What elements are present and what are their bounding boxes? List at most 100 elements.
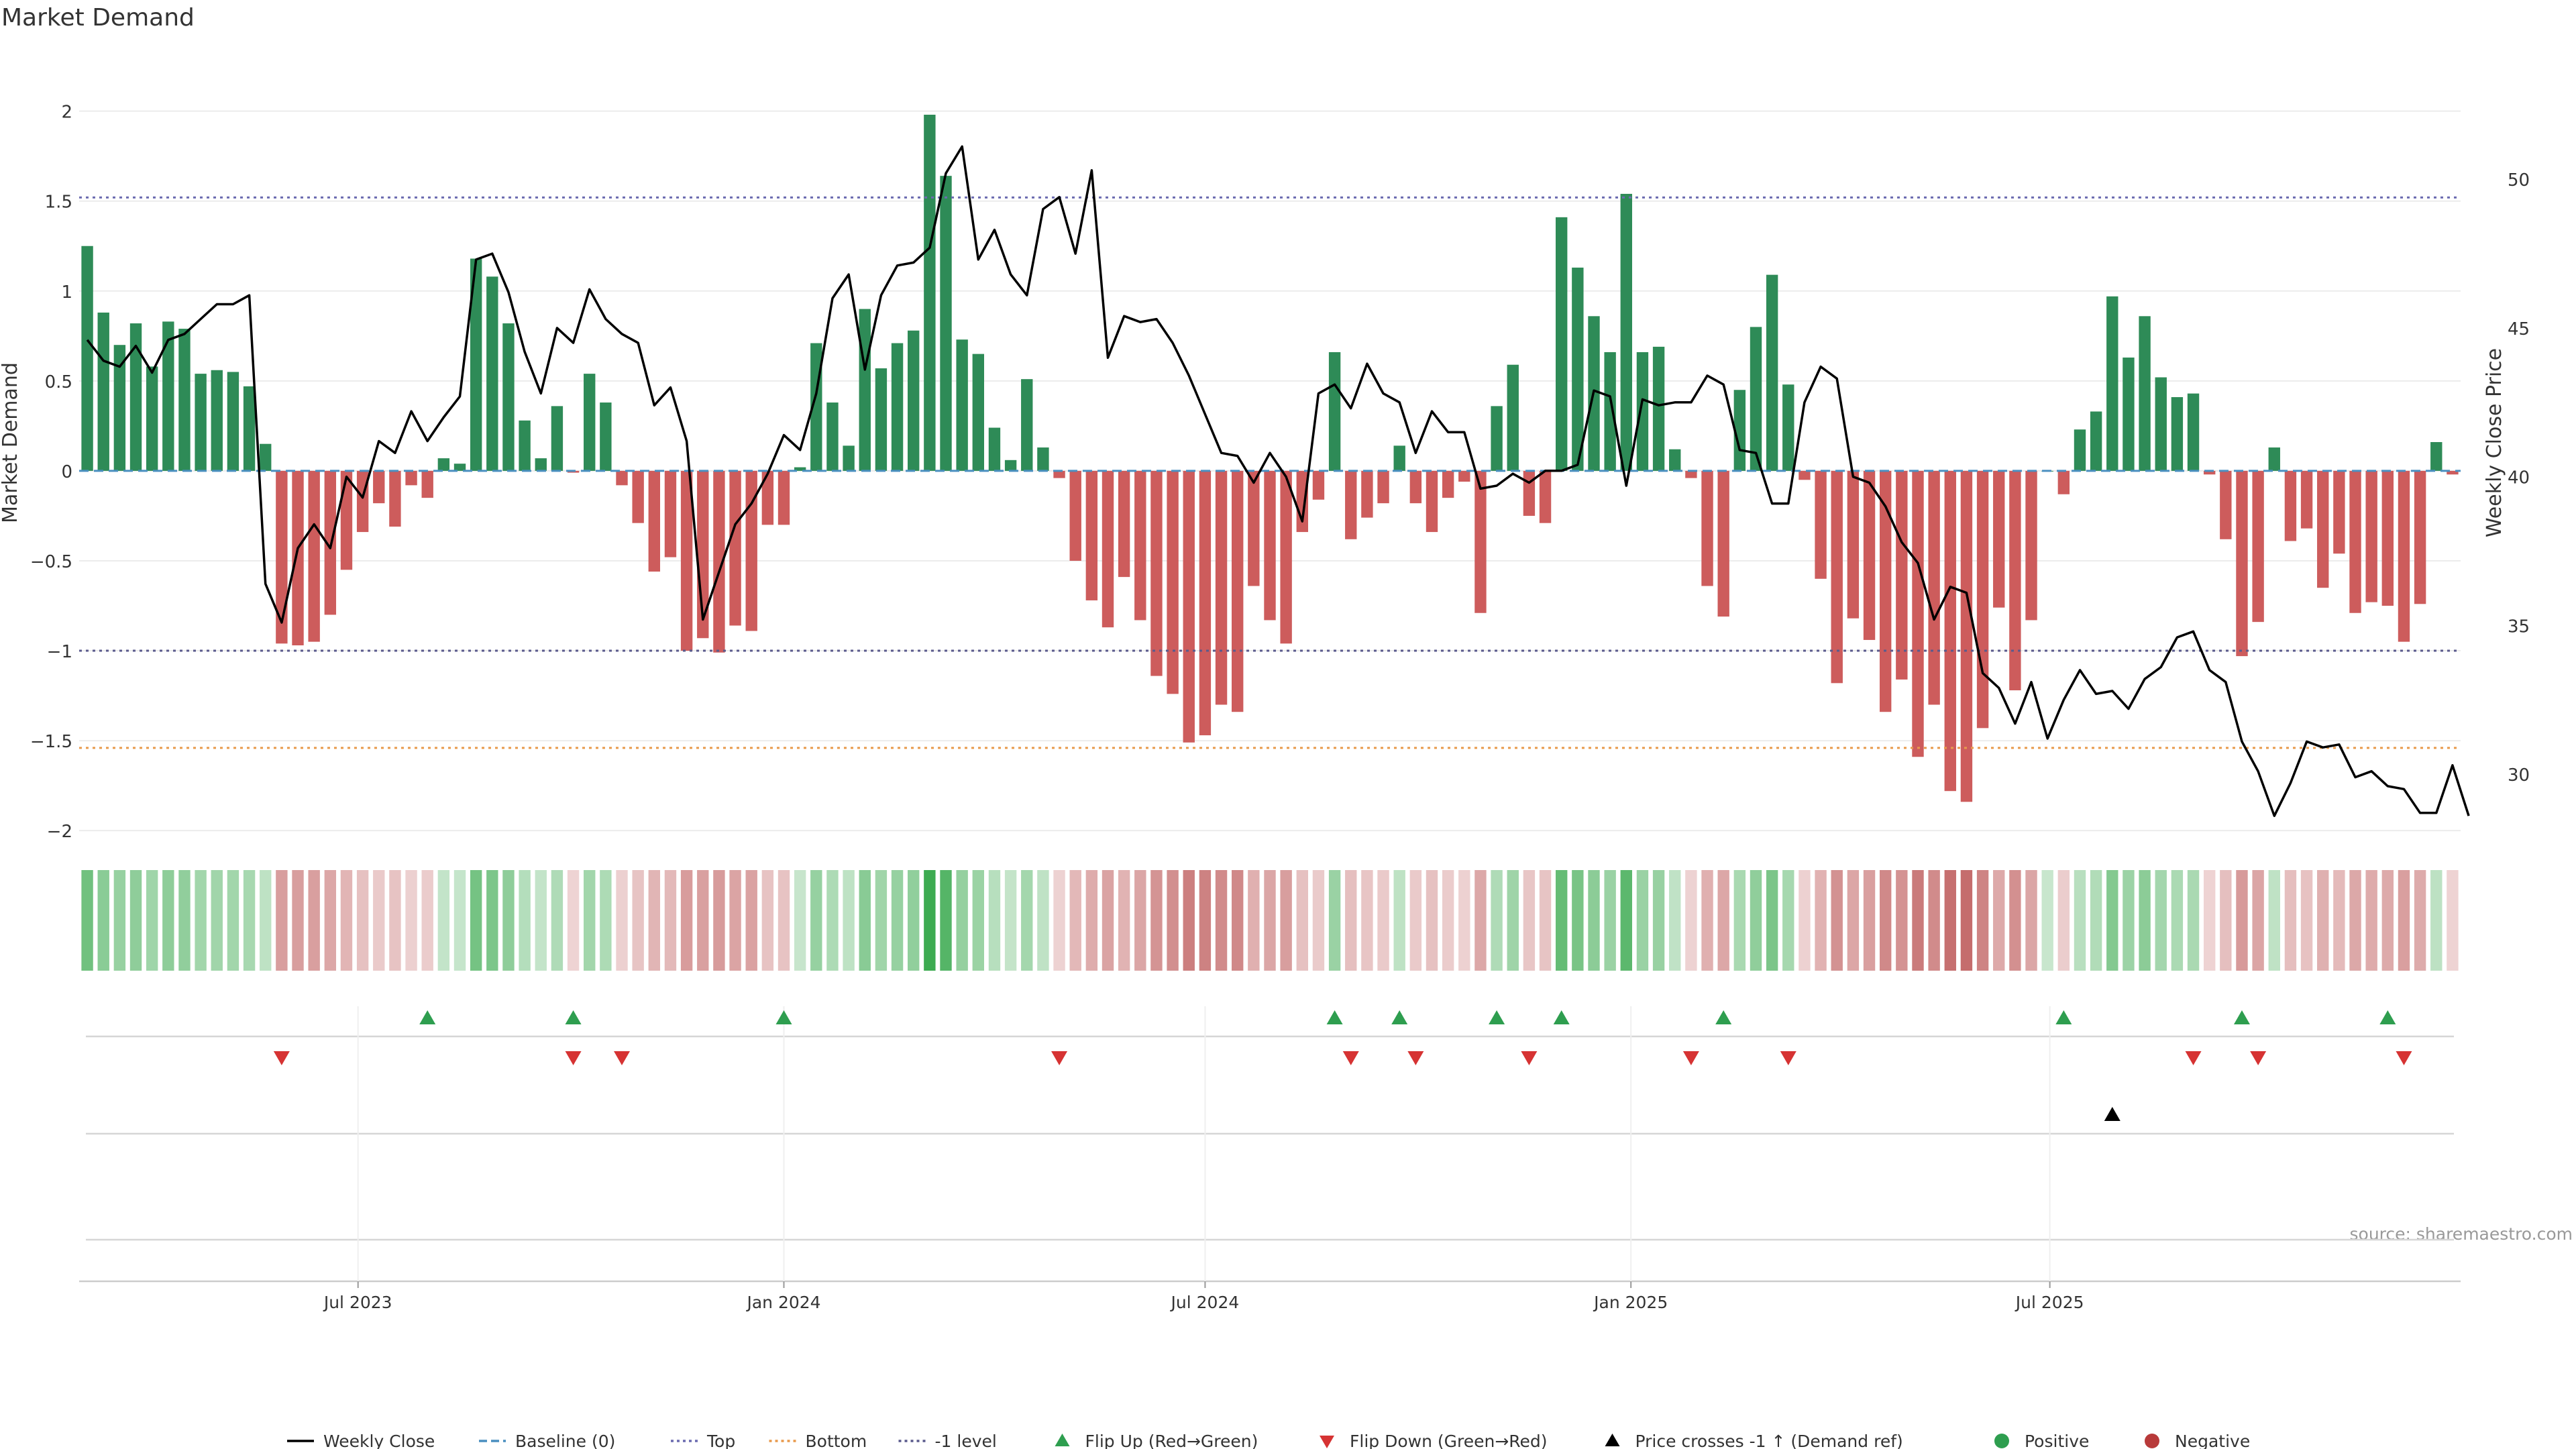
strip-cell	[1312, 870, 1325, 971]
demand-bar	[292, 470, 304, 646]
flip-up-marker	[1489, 1010, 1505, 1024]
chart-title: Market Demand	[1, 4, 195, 32]
strip-cell	[1993, 870, 2005, 971]
strip-cell	[1636, 870, 1649, 971]
strip-cell	[632, 870, 644, 971]
demand-bar	[1685, 470, 1697, 478]
strip-cell	[1037, 870, 1049, 971]
strip-cell	[794, 870, 806, 971]
strip-cell	[1377, 870, 1389, 971]
legend-swatch	[1994, 1434, 2009, 1448]
demand-bar	[2398, 470, 2410, 642]
demand-bar	[794, 467, 806, 471]
demand-bar	[2284, 470, 2297, 541]
strip-cell	[1944, 870, 1956, 971]
demand-bar	[81, 246, 93, 471]
demand-bar	[972, 354, 984, 471]
flip-up-marker	[775, 1010, 792, 1024]
demand-bar	[211, 370, 223, 471]
legend-swatch	[1605, 1434, 1620, 1446]
strip-cell	[276, 870, 288, 971]
flip-up-marker	[565, 1010, 582, 1024]
strip-cell	[2009, 870, 2021, 971]
demand-bar	[2414, 470, 2426, 604]
flip-up-marker	[1391, 1010, 1408, 1024]
demand-bar	[1815, 470, 1827, 579]
strip-cell	[1652, 870, 1665, 971]
strip-cell	[113, 870, 126, 971]
demand-bar	[1717, 470, 1729, 617]
strip-cell	[567, 870, 580, 971]
demand-bar	[486, 276, 498, 471]
demand-bar	[2381, 470, 2394, 606]
strip-cell	[2187, 870, 2200, 971]
strip-cell	[1328, 870, 1341, 971]
demand-bar	[729, 470, 741, 626]
strip-cell	[2057, 870, 2070, 971]
demand-bar	[535, 458, 547, 471]
strip-cell	[1458, 870, 1470, 971]
strip-cell	[1507, 870, 1519, 971]
demand-bar	[1102, 470, 1114, 628]
demand-bar	[2333, 470, 2345, 554]
demand-bar	[648, 470, 661, 572]
strip-cell	[600, 870, 612, 971]
strip-cell	[1248, 870, 1260, 971]
strip-cell	[1021, 870, 1033, 971]
flip-down-marker	[565, 1051, 582, 1065]
strip-cell	[551, 870, 564, 971]
strip-cell	[1150, 870, 1163, 971]
demand-bar	[1928, 470, 1940, 705]
demand-bar	[2252, 470, 2264, 623]
demand-bar	[956, 339, 968, 471]
strip-cell	[211, 870, 223, 971]
strip-cell	[1556, 870, 1568, 971]
strip-cell	[2447, 870, 2459, 971]
legend-label: Weekly Close	[323, 1432, 435, 1449]
flip-up-marker	[2055, 1010, 2072, 1024]
flip-up-marker	[1553, 1010, 1570, 1024]
y2-tick-label: 30	[2508, 765, 2530, 786]
event-markers	[79, 1006, 2461, 1283]
legend-label: Negative	[2175, 1432, 2250, 1449]
demand-bar	[1636, 352, 1649, 471]
strip-cell	[1085, 870, 1098, 971]
demand-bar	[1004, 460, 1017, 471]
strip-cell	[535, 870, 547, 971]
demand-bar	[2090, 411, 2102, 471]
demand-bar	[405, 470, 417, 486]
demand-bar	[1539, 470, 1552, 523]
strip-cell	[1280, 870, 1292, 971]
y-tick-label: −1	[47, 642, 72, 662]
demand-bar	[1669, 449, 1681, 471]
strip-cell	[1232, 870, 1244, 971]
weekly-close-line	[86, 145, 2470, 817]
strip-cell	[972, 870, 984, 971]
y-tick-label: 2	[61, 103, 72, 123]
demand-bar	[437, 458, 450, 471]
strip-cell	[1069, 870, 1081, 971]
strip-cell	[1831, 870, 1843, 971]
strip-cell	[195, 870, 207, 971]
demand-bar	[2187, 393, 2200, 471]
strip-cell	[1733, 870, 1746, 971]
demand-bar	[713, 470, 725, 653]
strip-cell	[1118, 870, 1130, 971]
demand-bar	[2317, 470, 2329, 588]
legend-label: Flip Up (Red→Green)	[1085, 1432, 1258, 1449]
strip-cell	[260, 870, 272, 971]
demand-bar	[2106, 296, 2118, 471]
x-tick-label: Jan 2025	[1593, 1293, 1668, 1312]
demand-bar	[908, 330, 920, 471]
strip-cell	[777, 870, 790, 971]
strip-cell	[421, 870, 433, 971]
strip-cell	[843, 870, 855, 971]
demand-bar	[1993, 470, 2005, 608]
strip-cell	[1361, 870, 1373, 971]
strip-cell	[956, 870, 968, 971]
demand-bar	[1069, 470, 1081, 561]
demand-bar	[1021, 379, 1033, 471]
demand-bar	[1426, 470, 1438, 533]
demand-bar	[1944, 470, 1956, 792]
